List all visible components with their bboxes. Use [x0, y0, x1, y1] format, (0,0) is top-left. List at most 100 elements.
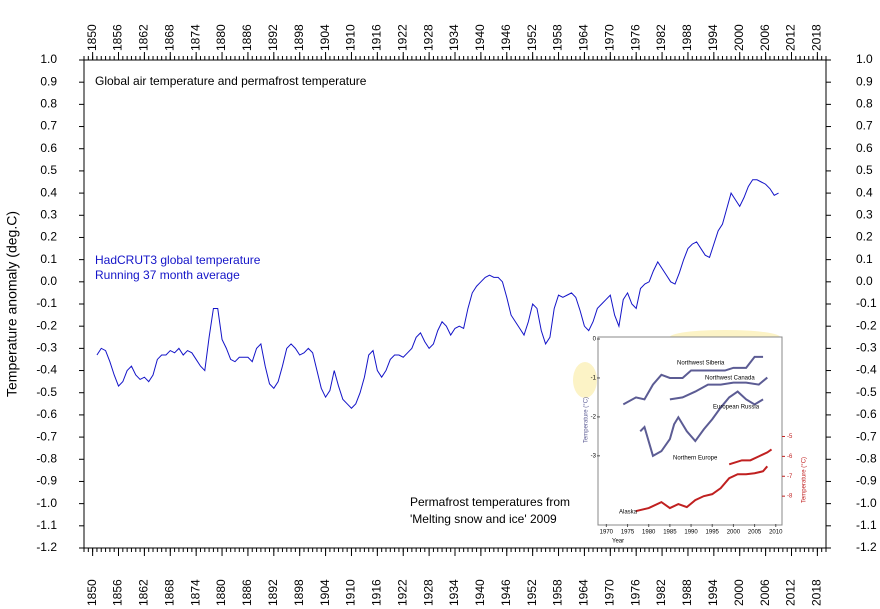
y-tick-label: -1.2 [36, 540, 57, 554]
y-tick-label: -0.3 [856, 341, 877, 355]
y-tick-label: 1.0 [40, 52, 57, 66]
y-tick-label: -1.0 [36, 496, 57, 510]
x-tick-label: 1946 [499, 24, 513, 51]
inset-x-label: Year [612, 539, 624, 545]
x-tick-label: 1898 [292, 579, 306, 606]
x-tick-label: 1928 [421, 579, 435, 606]
line [728, 448, 773, 466]
annotation: 'Melting snow and ice' 2009 [410, 512, 557, 526]
x-tick-label: 1916 [370, 579, 384, 606]
y-tick-label: 0.7 [856, 119, 873, 133]
y-tick-label: 0.1 [40, 252, 57, 266]
y-tick-label: 0.6 [40, 141, 57, 155]
x-tick-label: 1934 [447, 24, 461, 51]
x-tick-label: 1970 [602, 579, 616, 606]
y-tick-label: -1.1 [36, 518, 57, 532]
x-tick-label: 1922 [395, 24, 409, 51]
y-tick-label: 0.5 [40, 163, 57, 177]
x-tick-label: 1982 [654, 579, 668, 606]
x-tick-label: 2018 [810, 24, 824, 51]
inset-y2-tick-label: -7 [787, 474, 793, 480]
y-tick-label: -0.6 [36, 407, 57, 421]
y-tick-label: 0.6 [856, 141, 873, 155]
x-tick-label: 1850 [85, 24, 99, 51]
y-tick-label: -1.0 [856, 496, 877, 510]
x-tick-label: 2000 [732, 24, 746, 51]
y-tick-label: 0.5 [856, 163, 873, 177]
y-tick-label: 0.2 [856, 230, 873, 244]
x-tick-label: 1970 [602, 24, 616, 51]
y-tick-label: -0.5 [36, 385, 57, 399]
y-tick-label: -0.2 [856, 318, 877, 332]
x-tick-label: 1910 [344, 579, 358, 606]
inset-y2-tick-label: -8 [787, 494, 793, 500]
y-tick-label: -0.7 [36, 429, 57, 443]
y-tick-label: -0.9 [36, 474, 57, 488]
y-tick-label: -1.1 [856, 518, 877, 532]
line [635, 465, 769, 513]
x-tick-label: 1862 [137, 579, 151, 606]
x-tick-label: 1856 [111, 24, 125, 51]
x-tick-label: 1856 [111, 579, 125, 606]
x-tick-label: 1886 [240, 579, 254, 606]
inset-x-tick-label: 2010 [769, 530, 783, 536]
x-tick-label: 1874 [188, 579, 202, 606]
x-tick-label: 1910 [344, 24, 358, 51]
x-tick-label: 1928 [421, 24, 435, 51]
line [639, 390, 764, 458]
y-tick-label: -0.3 [36, 341, 57, 355]
y-tick-label: -0.4 [36, 363, 57, 377]
y-tick-label: -0.7 [856, 429, 877, 443]
x-tick-label: 1904 [318, 24, 332, 51]
x-tick-label: 1898 [292, 24, 306, 51]
inset-x-tick-label: 1990 [684, 530, 698, 536]
x-tick-label: 1886 [240, 24, 254, 51]
line [669, 376, 768, 401]
x-tick-label: 1934 [447, 579, 461, 606]
inset-y-tick-label: -3 [591, 453, 597, 459]
inset-x-tick-label: 2000 [727, 530, 741, 536]
x-tick-label: 2006 [758, 24, 772, 51]
y-tick-label: 0.9 [856, 74, 873, 88]
x-tick-label: 2012 [784, 579, 798, 606]
x-tick-label: 1988 [680, 579, 694, 606]
y-tick-label: 0.1 [856, 252, 873, 266]
x-tick-label: 1868 [162, 24, 176, 51]
inset-y-tick-label: -2 [591, 414, 597, 420]
x-tick-label: 1892 [266, 24, 280, 51]
y-tick-label: -0.8 [856, 451, 877, 465]
inset-x-tick-label: 2005 [748, 530, 762, 536]
inset-y-label: Temperature (°C) [584, 397, 590, 443]
x-tick-label: 1880 [214, 579, 228, 606]
smudge [573, 362, 597, 398]
line [622, 355, 764, 406]
x-tick-label: 1958 [551, 24, 565, 51]
y-tick-label: 0.4 [40, 185, 57, 199]
x-tick-label: 1940 [473, 24, 487, 51]
y-tick-label: 0.7 [40, 119, 57, 133]
x-tick-label: 1994 [706, 579, 720, 606]
y-tick-label: 0.3 [856, 207, 873, 221]
x-tick-label: 1964 [577, 579, 591, 606]
y-axis-label: Temperature anomaly (deg.C) [4, 211, 20, 397]
x-tick-label: 1916 [370, 24, 384, 51]
y-tick-label: 0.8 [40, 97, 57, 111]
x-tick-label: 1964 [577, 24, 591, 51]
inset: Year Temperature (°C) Temperature (°C) 1… [584, 337, 808, 545]
x-tick-label: 1880 [214, 24, 228, 51]
inset-x-tick-label: 1995 [706, 530, 720, 536]
y-tick-label: 0.0 [856, 274, 873, 288]
y-tick-label: -0.4 [856, 363, 877, 377]
inset-series-label: Northwest Canada [705, 376, 755, 382]
y-tick-label: 0.0 [40, 274, 57, 288]
x-tick-label: 1946 [499, 579, 513, 606]
x-tick-label: 1982 [654, 24, 668, 51]
y-tick-label: -0.5 [856, 385, 877, 399]
y-tick-label: 1.0 [856, 52, 873, 66]
inset-x-tick-label: 1970 [600, 530, 614, 536]
x-tick-label: 1904 [318, 579, 332, 606]
annotation: Permafrost temperatures from [410, 495, 570, 509]
y-tick-label: -0.8 [36, 451, 57, 465]
y-tick-label: 0.3 [40, 207, 57, 221]
y-tick-label: -0.9 [856, 474, 877, 488]
